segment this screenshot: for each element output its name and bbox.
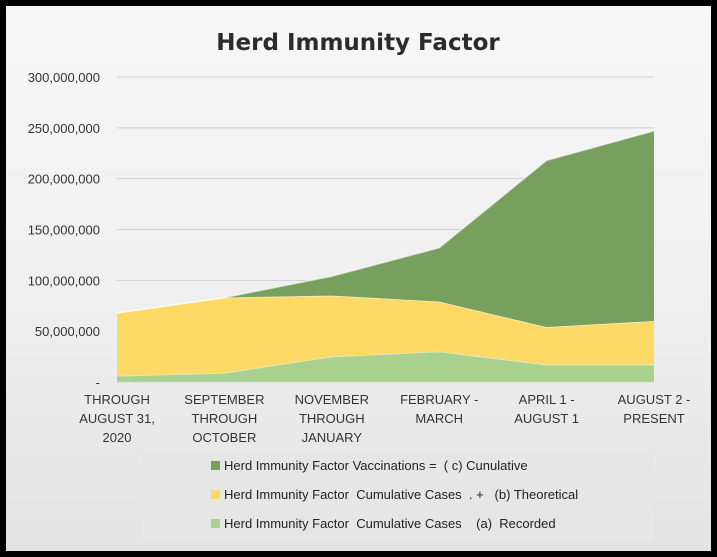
area-series-2 (117, 295, 654, 376)
area-series (116, 130, 655, 382)
chart-title: Herd Immunity Factor (216, 30, 500, 56)
x-tick-label: SEPTEMBER THROUGH OCTOBER (184, 392, 264, 445)
area-series-1 (117, 351, 654, 382)
legend-swatch (211, 490, 220, 499)
legend-swatch (211, 461, 220, 470)
x-tick-label: AUGUST 2 -PRESENT (618, 392, 691, 426)
legend: Herd Immunity Factor Vaccinations = ( c)… (141, 452, 654, 539)
y-axis: - 50,000,000 100,000,000 150,000,000 200,000… (28, 70, 100, 390)
legend-label: Herd Immunity Factor Cumulative Cases (a… (224, 516, 556, 531)
legend-label: Herd Immunity Factor Cumulative Cases . … (224, 487, 578, 502)
y-tick-label: 150,000,000 (28, 223, 100, 238)
y-tick-label: - (96, 375, 100, 390)
y-tick-label: 300,000,000 (28, 70, 100, 85)
legend-box (141, 452, 654, 539)
area-series-3 (117, 130, 654, 328)
x-tick-label: NOVEMBER THROUGH JANUARY (295, 392, 369, 445)
x-tick-label: FEBRUARY -MARCH (400, 392, 478, 426)
y-tick-label: 200,000,000 (28, 172, 100, 187)
legend-swatch (211, 519, 220, 528)
y-tick-label: 50,000,000 (35, 324, 100, 339)
y-tick-label: 250,000,000 (28, 121, 100, 136)
x-tick-label: APRIL 1 -AUGUST 1 (514, 392, 579, 426)
legend-label: Herd Immunity Factor Vaccinations = ( c)… (224, 458, 528, 473)
y-tick-label: 100,000,000 (28, 273, 100, 288)
area-series-edge-3 (116, 130, 655, 314)
x-tick-label: THROUGH AUGUST 31, 2020 (79, 392, 155, 445)
x-axis: THROUGH AUGUST 31, 2020 SEPTEMBER THROUGH OCT… (79, 381, 691, 445)
